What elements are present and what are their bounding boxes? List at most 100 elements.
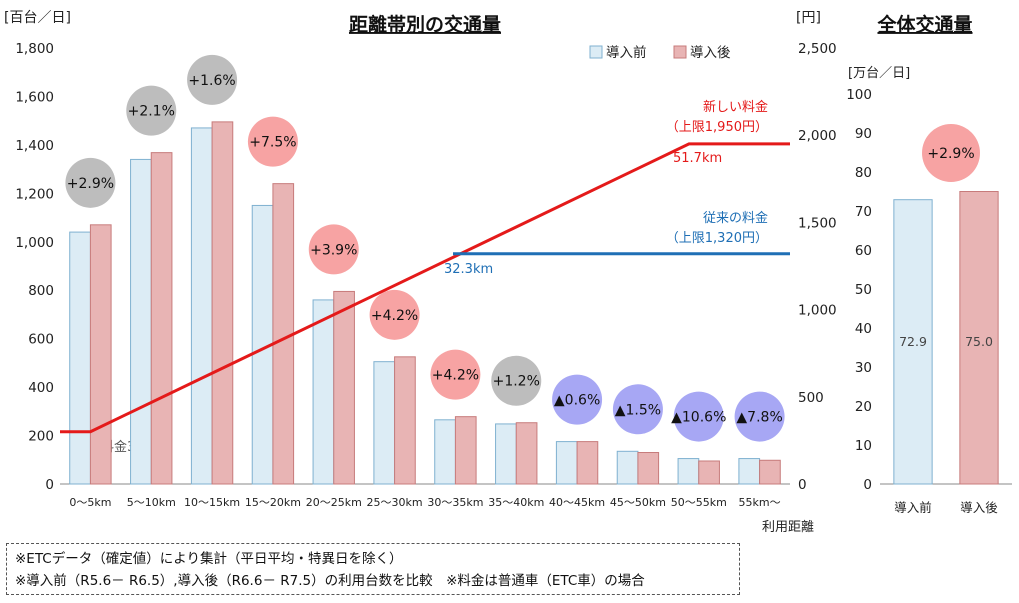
main-axes: 0 200 400 600 800 1,000 1,200 1,400 1,600 1,800 0 5… <box>15 41 836 509</box>
total-y-tick-label: 60 <box>855 243 872 259</box>
main-bars <box>69 121 781 485</box>
total-y-tick-label: 20 <box>855 399 872 415</box>
total-x-tick-label: 導入後 <box>960 500 998 515</box>
main-x-tick-label: 50～55km <box>671 496 727 509</box>
bar-before <box>495 423 517 485</box>
main-y-tick-label: 1,600 <box>15 89 54 105</box>
main-y2-tick-label: 1,500 <box>798 215 837 231</box>
change-bubble-label: +2.1% <box>128 104 175 120</box>
bar-after <box>637 452 660 485</box>
main-y2-tick-label: 2,500 <box>798 41 837 57</box>
change-bubble-label: ▲10.6% <box>671 410 726 426</box>
main-x-tick-label: 45～50km <box>610 496 666 509</box>
bar-after <box>394 356 416 485</box>
total-y-tick-label: 50 <box>855 282 872 298</box>
total-change-bubble <box>922 124 980 182</box>
total-y-tick-label: 0 <box>863 477 872 493</box>
main-x-tick-label: 5～10km <box>127 496 176 509</box>
total-y-tick-label: 80 <box>855 165 872 181</box>
main-chart-title: 距離帯別の交通量 <box>349 13 501 36</box>
bar-before <box>312 299 335 485</box>
main-x-tick-label: 55km～ <box>739 496 781 509</box>
main-y2-tick-label: 2,000 <box>798 128 837 144</box>
change-bubble-label: +4.2% <box>432 368 479 384</box>
main-y-tick-label: 0 <box>45 477 54 493</box>
bar-before <box>738 458 761 485</box>
change-bubble-label: +3.9% <box>310 242 357 258</box>
main-y2-tick-label: 500 <box>798 390 824 406</box>
main-y-tick-label: 1,000 <box>15 235 54 251</box>
change-bubble <box>552 374 603 425</box>
bar-before <box>130 158 152 485</box>
bar-before <box>616 450 639 485</box>
new-toll-knee-label: 51.7km <box>673 151 722 166</box>
main-x-tick-label: 15～20km <box>245 496 301 509</box>
bar-before <box>677 458 700 485</box>
bar-before <box>190 127 213 485</box>
bar-before <box>555 441 578 485</box>
change-bubble <box>673 391 724 442</box>
bar-after <box>698 460 720 485</box>
change-bubble-label: ▲1.5% <box>615 402 661 418</box>
main-y-tick-label: 1,400 <box>15 138 54 154</box>
total-y-tick-label: 100 <box>846 87 872 103</box>
bar-before <box>434 419 456 485</box>
change-bubble <box>65 157 116 208</box>
change-bubble <box>247 116 298 167</box>
total-y-unit-label: [万台／日] <box>848 66 910 81</box>
bar-after <box>211 121 234 485</box>
main-x-tick-label: 10～15km <box>184 496 240 509</box>
change-bubble-label: ▲0.6% <box>554 393 600 409</box>
change-bubble <box>308 224 359 275</box>
change-bubble-label: ▲7.8% <box>736 410 782 426</box>
total-y-tick-label: 30 <box>855 360 872 376</box>
total-bar-value-label: 72.9 <box>899 334 927 349</box>
footnote-box: ※ETCデータ（確定値）により集計（平日平均・特異日を除く） ※導入前（R5.6… <box>6 543 740 595</box>
old-toll-knee-label: 32.3km <box>444 262 493 277</box>
bar-after <box>515 422 538 485</box>
change-bubble <box>491 355 542 406</box>
legend-label-after: 導入後 <box>690 45 731 61</box>
total-y-tick-label: 70 <box>855 204 872 220</box>
bar-after <box>333 290 355 485</box>
main-legend: 導入前 導入後 <box>589 44 731 61</box>
total-y-tick-label: 10 <box>855 438 872 454</box>
change-bubble-label: +4.2% <box>371 308 418 324</box>
change-bubble-label: +1.6% <box>188 73 235 89</box>
total-bar-after <box>959 191 999 485</box>
change-bubble <box>734 391 785 442</box>
main-y-tick-label: 400 <box>28 380 54 396</box>
change-bubble <box>369 289 420 340</box>
bar-after <box>759 459 781 485</box>
main-y2-unit-label: [円] <box>796 10 821 26</box>
total-bar-value-label: 75.0 <box>965 334 993 349</box>
new-toll-cap-label: （上限1,950円） <box>666 120 768 135</box>
footnote-line-1: ※ETCデータ（確定値）により集計（平日平均・特異日を除く） <box>15 551 403 567</box>
main-y-tick-label: 200 <box>28 429 54 445</box>
total-change-bubble-label: +2.9% <box>927 146 974 162</box>
bar-after <box>576 441 599 485</box>
new-toll-line <box>60 142 790 434</box>
main-y-tick-label: 1,800 <box>15 41 54 57</box>
change-bubble <box>430 349 481 400</box>
legend-label-before: 導入前 <box>606 44 647 61</box>
bar-after <box>272 183 295 485</box>
legend-swatch-after <box>673 45 687 59</box>
main-x-tick-label: 20～25km <box>306 496 362 509</box>
main-y2-tick-label: 1,000 <box>798 303 837 319</box>
main-y-unit-label: [百台／日] <box>4 10 71 26</box>
main-x-tick-label: 40～45km <box>549 496 605 509</box>
change-bubble <box>126 85 177 136</box>
bar-before <box>69 231 91 485</box>
main-x-tick-label: 35～40km <box>488 496 544 509</box>
total-bars: 72.9 導入前 75.0 導入後 +2.9% <box>893 124 999 515</box>
old-toll-name: 従来の料金 <box>703 210 768 226</box>
total-y-tick-label: 90 <box>855 126 872 142</box>
bar-after <box>150 152 173 485</box>
change-bubble <box>187 54 238 105</box>
main-x-tick-label: 25～30km <box>367 496 423 509</box>
change-bubble-label: +7.5% <box>249 135 296 151</box>
footnote-line-2: ※導入前（R5.6－ R6.5）,導入後（R6.6－ R7.5）の利用台数を比較… <box>15 573 645 589</box>
old-toll-cap-label: （上限1,320円） <box>666 231 768 246</box>
